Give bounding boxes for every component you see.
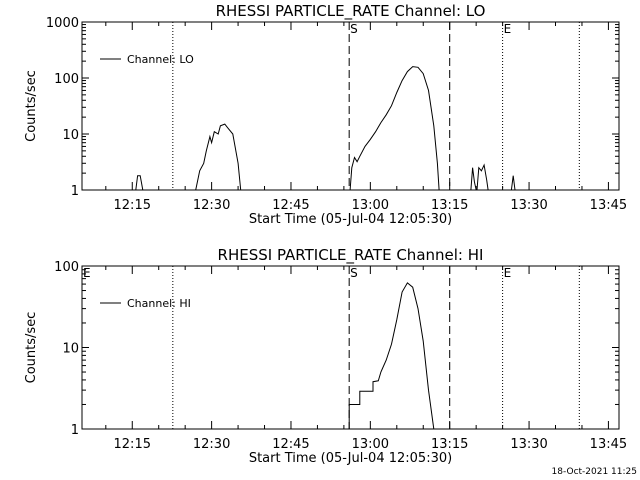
series-line (349, 66, 440, 191)
y-tick-label: 10 (62, 342, 79, 357)
plot-frame (81, 21, 620, 191)
y-tick-label: 10 (62, 128, 79, 143)
y-tick-label: 100 (54, 260, 79, 275)
footer-timestamp: 18-Oct-2021 11:25 (552, 467, 637, 477)
marker-label-e: E (83, 266, 91, 280)
series-line (470, 167, 477, 191)
series-line (476, 163, 489, 191)
x-tick-label: 12:15 (114, 198, 151, 213)
x-tick-label: 13:15 (431, 198, 468, 213)
x-tick-label: 13:00 (352, 437, 389, 452)
marker-label-s: S (350, 22, 358, 36)
x-axis-label: Start Time (05-Jul-04 12:05:30) (249, 212, 452, 227)
x-tick-label: 13:00 (352, 198, 389, 213)
y-tick-label: 1000 (46, 16, 79, 31)
legend-entry: Channel: HI (127, 297, 191, 310)
x-tick-label: 13:30 (510, 437, 547, 452)
y-tick-label: 100 (54, 72, 79, 87)
x-tick-label: 12:45 (272, 198, 309, 213)
x-tick-label: 13:45 (590, 198, 627, 213)
marker-label-s: S (350, 266, 358, 280)
y-tick-label: 1 (71, 423, 79, 438)
x-tick-label: 12:30 (193, 437, 230, 452)
y-axis-label: Counts/sec (24, 312, 39, 384)
x-tick-label: 13:45 (590, 437, 627, 452)
x-axis-label: Start Time (05-Jul-04 12:05:30) (249, 451, 452, 466)
series-line (510, 175, 516, 191)
panel-hi: RHESSI PARTICLE_RATE Channel: HI 1 10 100 12… (24, 246, 627, 466)
series-line (135, 175, 144, 191)
y-tick-label: 1 (71, 184, 79, 199)
x-tick-label: 12:30 (193, 198, 230, 213)
chart-title: RHESSI PARTICLE_RATE Channel: LO (216, 2, 486, 21)
series-line (348, 282, 435, 430)
legend-entry: Channel: LO (127, 53, 194, 66)
chart-title: RHESSI PARTICLE_RATE Channel: HI (218, 246, 484, 265)
x-tick-label: 13:15 (431, 437, 468, 452)
y-axis-label: Counts/sec (24, 70, 39, 142)
x-tick-label: 12:45 (272, 437, 309, 452)
x-tick-label: 12:15 (114, 437, 151, 452)
panel-lo: RHESSI PARTICLE_RATE Channel: LO 1 10 100 10… (24, 2, 627, 227)
series-line (195, 123, 242, 191)
marker-label-e: E (504, 22, 512, 36)
x-tick-label: 13:30 (510, 198, 547, 213)
marker-label-e: E (504, 266, 512, 280)
